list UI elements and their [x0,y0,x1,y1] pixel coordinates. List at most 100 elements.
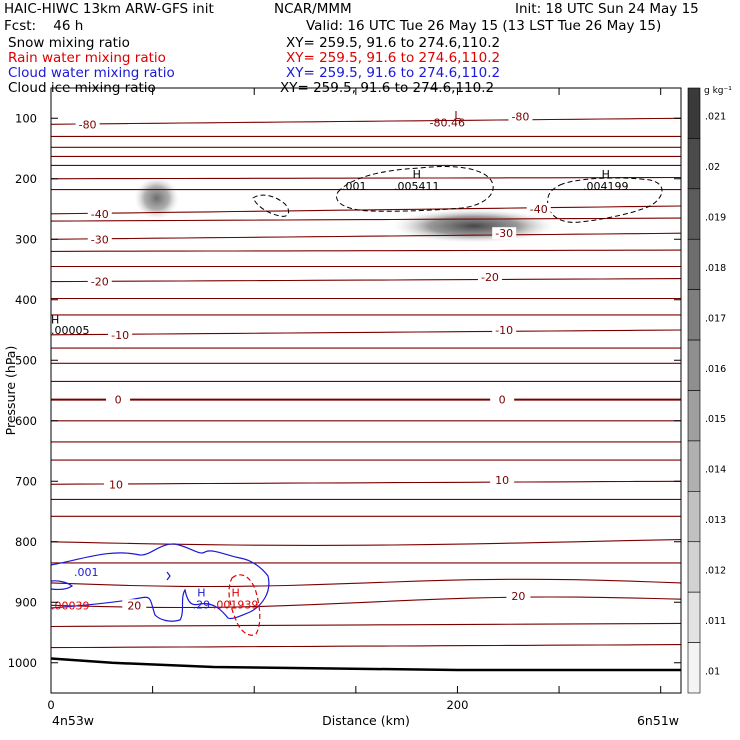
low-value: -80.46 [430,116,465,129]
rain-water-max-value: .001939 [213,598,259,611]
isotherm-label-bg-11 [490,393,515,406]
colorbar-label-2: .019 [705,213,726,224]
colorbar-label-5: .016 [705,364,726,375]
cloud-water-contour-0 [51,543,270,622]
isotherm-label-1: -80 [511,110,529,123]
isotherm-label-9: -10 [495,324,513,337]
isotherm-label-bg-6 [87,275,112,288]
isotherm-line-12 [51,278,681,283]
isotherm-line-29 [51,596,681,609]
cloud-ice-max-value-0: .005411 [394,180,440,193]
y-tick-label-0: 100 [15,111,37,125]
cloud-ice-contour-2 [252,194,290,217]
header-fcst: Fcst: 46 h [4,18,84,34]
header-valid: Valid: 16 UTC Tue 26 May 15 (13 LST Tue … [306,18,662,34]
isotherm-line-7 [51,205,681,215]
isotherm-label-bg-14 [122,599,147,612]
colorbar-segment-5 [687,339,701,391]
x-endpoint-left: 4n53w [52,713,94,728]
isotherm-label-bg-4 [87,233,112,246]
x-tick-label-1: 200 [446,698,468,712]
header-title-left: HAIC-HIWC 13km ARW-GFS init [4,1,214,17]
y-tick-label-7: 800 [15,535,37,549]
isotherm-label-bg-5 [492,227,517,240]
x-tick-label-0: 0 [47,698,54,712]
isotherm-label-3: -40 [530,203,548,216]
isotherm-label-13: 10 [495,474,509,487]
isotherm-label-7: -20 [481,271,499,284]
header-init: Init: 18 UTC Sun 24 May 15 [515,1,699,17]
colorbar-segment-0 [687,87,701,139]
x-axis-title: Distance (km) [322,713,410,728]
isotherm-label-bg-15 [506,590,531,603]
isotherm-label-2: -40 [91,208,109,221]
low-marker: L [454,109,461,122]
isotherm-label-bg-0 [75,118,100,131]
isotherm-label-4: -30 [91,233,109,246]
colorbar-segment-1 [687,138,701,190]
cloud-water-max-marker: H [197,586,205,599]
isotherm-line-31 [51,644,681,649]
isotherm-label-11: 0 [499,394,506,407]
isotherm-label-bg-10 [106,393,131,406]
rain-water-contour-0 [228,574,261,636]
cloud-ice-contour-0 [336,166,494,212]
isotherm-label-0: -80 [79,118,97,131]
y-tick-label-4: 500 [15,353,37,367]
isotherm-line-10 [51,249,681,252]
isotherm-line-5 [51,176,681,180]
colorbar-label-10: .011 [705,616,726,627]
isotherm-line-15 [51,329,681,336]
isotherm-label-bg-7 [477,270,502,283]
field-cloudwater-xy: XY= 259.5, 91.6 to 274.6,110.2 [286,65,501,81]
y-axis-title: Pressure (hPa) [3,346,18,436]
cloud-water-contour-label: .001 [74,566,99,579]
y-tick-label-1: 200 [15,172,37,186]
y-tick-label-8: 900 [15,595,37,609]
cloud-water-contour-1 [51,580,74,590]
isotherm-line-23 [51,480,681,485]
colorbar-label-9: .012 [705,565,726,576]
isotherm-label-bg-8 [108,328,133,341]
surface-pressure-line [51,657,681,672]
y-tick-label-3: 400 [15,293,37,307]
colorbar-label-3: .018 [705,263,726,274]
colorbar-segment-3 [687,238,701,290]
colorbar-segment-10 [687,591,701,643]
isotherm-line-0 [51,117,681,125]
header-center-name: NCAR/MMM [274,1,352,17]
isotherm-label-bg-9 [492,324,517,336]
colorbar-segment-11 [687,642,701,694]
colorbar-segment-8 [687,491,701,543]
misc-label-0: H [51,314,59,327]
cloud-ice-max-marker-0: H [413,168,421,181]
isotherm-label-10: 0 [115,394,122,407]
isotherm-line-9 [51,232,681,240]
isotherm-line-8 [51,217,681,222]
isotherm-label-15: 20 [511,590,525,603]
y-tick-label-2: 300 [15,232,37,246]
isotherm-label-6: -20 [91,276,109,289]
colorbar-unit: g kg⁻¹ [704,86,732,96]
field-rain-xy: XY= 259.5, 91.6 to 274.6,110.2 [286,50,501,66]
colorbar-label-6: .015 [705,414,726,425]
isotherm-label-bg-13 [490,474,515,487]
isotherm-label-8: -10 [111,329,129,342]
isotherm-line-26 [51,539,681,546]
cloud-ice-contour-label: .001 [342,180,367,193]
y-tick-label-6: 700 [15,474,37,488]
y-tick-label-5: 600 [15,414,37,428]
colorbar-label-8: .013 [705,515,726,526]
isotherm-label-12: 10 [109,478,123,491]
colorbar-label-0: .021 [705,112,726,123]
colorbar-label-7: .014 [705,465,726,476]
isotherm-line-28 [51,578,681,588]
isotherm-label-bg-2 [87,207,112,220]
cloud-ice-max-marker-1: H [602,168,610,181]
field-snow-name: Snow mixing ratio [8,35,130,51]
snow-shade-0 [134,176,180,220]
isotherm-label-14: 20 [127,599,141,612]
misc-label-1: .00005 [51,324,90,337]
cloud-water-contour-2 [166,571,171,581]
isotherm-label-5: -30 [495,227,513,240]
